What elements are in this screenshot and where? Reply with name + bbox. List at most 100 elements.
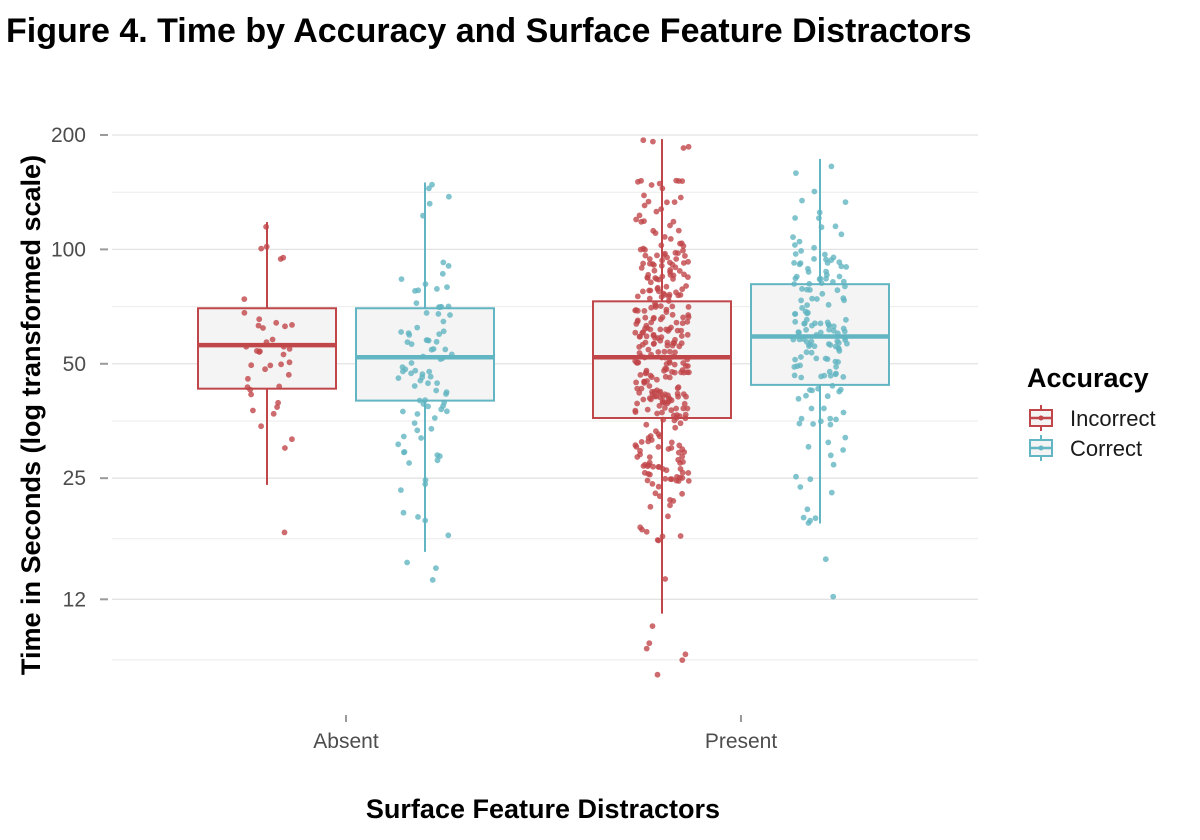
data-point-correct-present [796, 329, 802, 336]
data-point-correct-present [826, 326, 832, 333]
data-point-incorrect-present [685, 304, 692, 310]
chart-title: Figure 4. Time by Accuracy and Surface F… [6, 12, 972, 50]
data-point-correct-present [793, 170, 799, 177]
data-point-incorrect-absent [263, 339, 270, 345]
data-point-correct-absent [426, 368, 433, 375]
data-point-correct-present [828, 163, 835, 170]
data-point-correct-present [835, 359, 841, 365]
data-point-correct-present [836, 273, 843, 280]
data-point-correct-present [804, 286, 810, 293]
data-point-incorrect-present [659, 257, 665, 264]
data-point-incorrect-absent [245, 375, 251, 382]
data-point-incorrect-present [658, 242, 665, 249]
data-point-correct-present [808, 405, 815, 412]
data-point-incorrect-present [654, 537, 661, 543]
data-point-incorrect-present [637, 246, 644, 253]
data-point-incorrect-present [641, 192, 647, 199]
data-point-correct-absent [439, 270, 446, 277]
data-point-incorrect-present [682, 415, 689, 422]
data-point-incorrect-present [650, 332, 657, 339]
data-point-incorrect-present [646, 295, 653, 302]
data-point-correct-absent [422, 477, 429, 483]
data-point-correct-present [808, 338, 815, 345]
data-point-correct-present [840, 295, 847, 302]
data-point-incorrect-present [647, 287, 654, 294]
data-point-correct-present [821, 372, 828, 379]
data-point-correct-absent [444, 408, 450, 415]
data-point-correct-present [840, 447, 846, 453]
data-point-correct-absent [448, 351, 455, 358]
data-point-correct-absent [420, 212, 426, 219]
data-point-incorrect-present [676, 343, 683, 350]
data-point-incorrect-absent [255, 322, 262, 329]
data-point-incorrect-present [659, 273, 666, 280]
data-point-correct-absent [443, 391, 449, 397]
data-point-incorrect-present [681, 400, 688, 407]
data-point-correct-absent [406, 460, 412, 466]
data-point-incorrect-absent [273, 319, 280, 326]
data-point-correct-absent [440, 318, 447, 325]
data-point-incorrect-present [659, 314, 666, 321]
data-point-incorrect-present [640, 463, 647, 469]
data-point-correct-present [843, 316, 849, 323]
data-point-incorrect-present [654, 376, 660, 383]
data-point-incorrect-present [670, 340, 677, 346]
data-point-incorrect-present [648, 319, 655, 326]
data-point-incorrect-present [650, 138, 656, 145]
data-point-correct-present [809, 322, 815, 329]
data-point-correct-present [818, 418, 824, 425]
data-point-correct-absent [434, 457, 441, 464]
data-point-incorrect-present [666, 374, 673, 381]
data-point-correct-present [806, 343, 812, 349]
data-point-incorrect-present [670, 272, 677, 279]
data-point-incorrect-present [667, 236, 674, 242]
data-point-incorrect-present [680, 459, 686, 465]
data-point-incorrect-present [638, 385, 645, 392]
data-point-incorrect-present [664, 339, 671, 346]
data-point-correct-absent [437, 304, 444, 310]
data-point-incorrect-present [673, 289, 679, 296]
data-point-correct-present [812, 515, 819, 522]
data-point-incorrect-present [669, 353, 676, 360]
data-point-correct-present [798, 297, 804, 304]
data-point-incorrect-present [640, 137, 647, 144]
data-point-correct-absent [415, 514, 421, 520]
data-point-incorrect-present [668, 407, 675, 414]
data-point-incorrect-present [652, 230, 659, 237]
data-point-incorrect-present [644, 477, 651, 484]
y-axis-ticks: 12 25 50 100 200 [51, 124, 108, 611]
data-point-correct-absent [400, 509, 407, 516]
data-point-incorrect-present [641, 308, 648, 314]
data-point-incorrect-present [680, 260, 687, 266]
data-point-correct-present [829, 382, 836, 389]
data-point-correct-present [792, 356, 798, 363]
data-point-incorrect-absent [247, 386, 254, 393]
data-point-correct-present [799, 286, 805, 292]
data-point-incorrect-present [658, 206, 665, 213]
jitter-points [241, 137, 850, 678]
data-point-incorrect-present [633, 359, 640, 366]
data-point-correct-present [844, 340, 850, 347]
data-point-correct-absent [445, 263, 452, 269]
data-point-incorrect-present [666, 358, 673, 365]
y-tick-label: 25 [63, 467, 86, 490]
data-point-correct-present [804, 506, 811, 513]
data-point-correct-present [834, 330, 841, 337]
data-point-correct-present [824, 260, 831, 266]
outlier-point-correct-absent [433, 565, 439, 571]
data-point-incorrect-absent [257, 348, 263, 355]
data-point-correct-present [836, 348, 843, 354]
data-point-correct-present [791, 281, 798, 287]
data-point-incorrect-present [674, 327, 681, 334]
data-point-incorrect-present [685, 314, 692, 320]
data-point-incorrect-present [655, 483, 662, 490]
data-point-incorrect-present [665, 513, 671, 520]
data-point-correct-absent [414, 427, 421, 434]
data-point-correct-present [817, 275, 824, 282]
legend-key-point-correct [1038, 445, 1044, 451]
data-point-correct-present [800, 514, 807, 521]
data-point-correct-present [808, 349, 815, 356]
data-point-incorrect-present [638, 439, 645, 445]
y-tick-label: 200 [51, 124, 86, 147]
data-point-correct-present [811, 343, 818, 350]
